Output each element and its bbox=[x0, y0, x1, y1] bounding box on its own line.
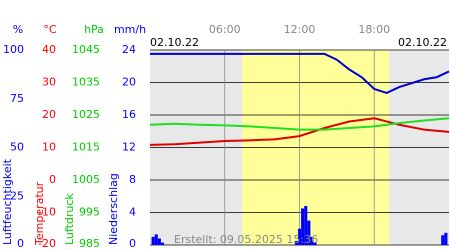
y-tick-label: 24 bbox=[122, 43, 136, 56]
precip-bar bbox=[301, 208, 305, 245]
footer: Erstellt: 09.05.2025 15:36 bbox=[174, 233, 318, 246]
precip-bar bbox=[157, 238, 161, 245]
precip-bar bbox=[310, 236, 314, 245]
y-tick-label: 40 bbox=[42, 43, 56, 56]
x-tick-label: 18:00 bbox=[358, 23, 390, 36]
y-tick-label: 1015 bbox=[72, 141, 100, 154]
y-tick-label: 995 bbox=[79, 206, 100, 219]
axis-title: Niederschlag bbox=[107, 173, 120, 245]
precip-bar bbox=[294, 240, 298, 245]
y-tick-label: 100 bbox=[3, 43, 24, 56]
y-tick-label: 16 bbox=[122, 108, 136, 121]
axis-unit: hPa bbox=[84, 23, 104, 36]
y-tick-label: 75 bbox=[10, 92, 24, 105]
precip-bar bbox=[304, 206, 308, 245]
y-tick-label: -10 bbox=[38, 206, 56, 219]
y-tick-label: 12 bbox=[122, 141, 136, 154]
precip-bar bbox=[307, 220, 311, 245]
y-tick-label: 25 bbox=[10, 189, 24, 202]
y-tick-label: 1005 bbox=[72, 173, 100, 186]
y-tick-label: 8 bbox=[129, 173, 136, 186]
precip-bar bbox=[441, 235, 445, 245]
precip-bar bbox=[151, 236, 155, 245]
y-tick-label: 1045 bbox=[72, 43, 100, 56]
date-left: 02.10.22 bbox=[150, 36, 199, 49]
precip-bar bbox=[444, 232, 448, 245]
x-tick-label: 06:00 bbox=[209, 23, 241, 36]
y-tick-label: 4 bbox=[129, 206, 136, 219]
axis-title: Luftfeuchtigkeit bbox=[1, 158, 14, 245]
axis-unit: mm/h bbox=[114, 23, 146, 36]
series-line bbox=[150, 52, 450, 94]
y-tick-label: 1035 bbox=[72, 76, 100, 89]
y-tick-label: 0 bbox=[129, 237, 136, 250]
series-line bbox=[149, 117, 450, 146]
y-tick-label: -20 bbox=[38, 237, 56, 250]
y-tick-label: 20 bbox=[122, 76, 136, 89]
precip-bar bbox=[154, 234, 158, 245]
y-tick-label: 10 bbox=[42, 141, 56, 154]
y-tick-label: 0 bbox=[49, 173, 56, 186]
x-tick-label: 12:00 bbox=[284, 23, 316, 36]
y-tick-label: 1025 bbox=[72, 108, 100, 121]
axis-title: Temperatur bbox=[33, 181, 46, 246]
y-tick-label: 50 bbox=[10, 141, 24, 154]
series-line bbox=[149, 117, 450, 131]
precip-bar bbox=[297, 228, 302, 245]
y-tick-label: 985 bbox=[79, 237, 100, 250]
date-right: 02.10.22 bbox=[398, 36, 447, 49]
axis-unit: % bbox=[13, 23, 23, 36]
y-tick-label: 20 bbox=[42, 108, 56, 121]
y-tick-label: 30 bbox=[42, 76, 56, 89]
axis-unit: °C bbox=[43, 23, 57, 36]
y-tick-label: 0 bbox=[17, 237, 24, 250]
precip-bar bbox=[160, 242, 165, 245]
precip-bar bbox=[313, 242, 317, 245]
axis-title: Luftdruck bbox=[63, 193, 76, 245]
